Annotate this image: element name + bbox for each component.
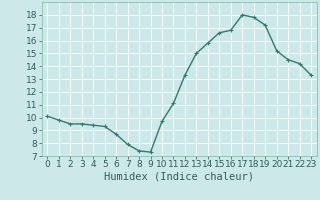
X-axis label: Humidex (Indice chaleur): Humidex (Indice chaleur) — [104, 172, 254, 182]
